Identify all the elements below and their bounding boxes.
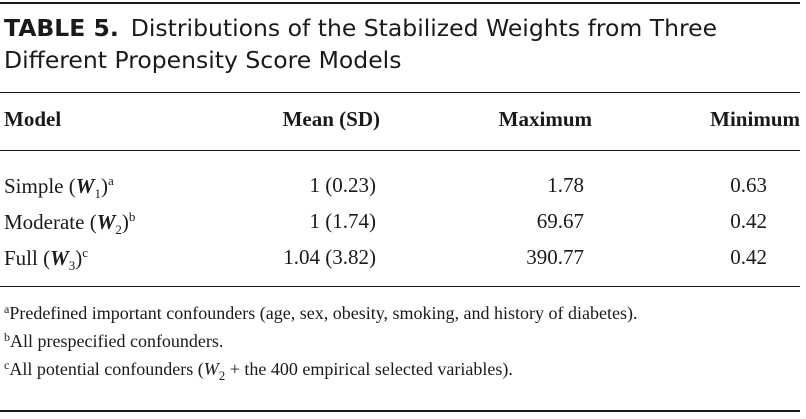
weight-symbol: W [50,246,69,270]
model-cell: Simple (W1)a [4,173,114,201]
footnote-c: cAll potential confounders (W2 + the 400… [4,353,800,388]
col-header-mean-sd: Mean (SD) [282,107,380,131]
footnote-mark: a [107,173,114,188]
header-row: Model Mean (SD) Maximum Minimum [4,93,800,150]
footnote-mark: c [82,245,89,260]
bottom-rule [0,410,800,412]
footnote-weight-symbol: W [203,359,219,379]
table-row: Simple (W1)a 1 (0.23) 1.78 0.63 [4,169,800,205]
model-name: Moderate [4,210,85,234]
table-row: Full (W3)c 1.04 (3.82) 390.77 0.42 [4,241,800,277]
maximum-cell: 390.77 [526,245,584,269]
table-row: Moderate (W2)b 1 (1.74) 69.67 0.42 [4,205,800,241]
maximum-cell: 1.78 [547,173,584,197]
footnote-mark: a [4,302,10,316]
footnote-b: bAll prespecified confounders. [4,325,800,353]
model-name: Full [4,246,38,270]
footnote-text: Predefined important confounders (age, s… [9,303,638,323]
table-label: TABLE 5. [4,14,119,42]
title-rule [0,92,800,93]
weights-table: Model Mean (SD) Maximum Minimum Simple (… [4,93,800,273]
mean-sd-cell: 1.04 (3.82) [283,245,376,269]
col-header-maximum: Maximum [498,107,592,131]
weight-subscript: 2 [115,222,122,237]
footnote-text: All prespecified confounders. [10,331,224,351]
weight-subscript: 1 [94,186,101,201]
header-rule [0,150,800,151]
weight-subscript: 3 [68,258,76,273]
footnote-text-post: + the 400 empirical selected variables). [225,359,513,379]
model-cell: Full (W3)c [4,245,89,273]
minimum-cell: 0.63 [730,173,767,197]
mean-sd-cell: 1 (0.23) [309,173,377,197]
footnote-mark: b [4,330,10,344]
mean-sd-cell: 1 (1.74) [309,209,377,233]
footnote-weight-subscript: 2 [218,368,226,383]
footnote-a: aPredefined important confounders (age, … [4,297,800,325]
footnotes: aPredefined important confounders (age, … [4,297,800,388]
body-rule [0,286,800,287]
table-title-text: Distributions of the Stabilized Weights … [4,14,718,74]
minimum-cell: 0.42 [730,209,767,233]
table-body: Simple (W1)a 1 (0.23) 1.78 0.63 Moderate… [4,169,800,277]
maximum-cell: 69.67 [536,209,584,233]
footnote-mark: c [4,358,10,372]
weight-symbol: W [96,210,116,234]
model-cell: Moderate (W2)b [4,209,136,237]
col-header-minimum: Minimum [710,107,800,131]
top-rule [0,2,800,4]
model-name: Simple [4,174,64,198]
minimum-cell: 0.42 [730,245,767,269]
table-title: TABLE 5. Distributions of the Stabilized … [4,12,800,76]
footnote-mark: b [128,209,136,224]
col-header-model: Model [4,107,62,131]
weight-symbol: W [75,174,95,198]
footnote-text-pre: All potential confounders ( [9,359,204,379]
